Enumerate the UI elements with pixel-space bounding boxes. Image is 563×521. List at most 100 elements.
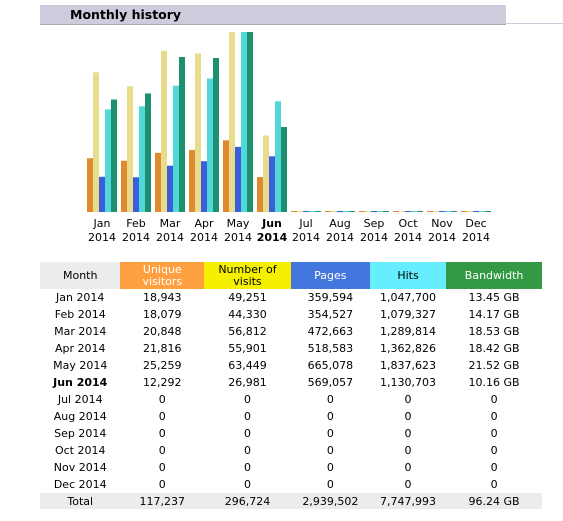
table-cell: 0 <box>404 444 412 457</box>
bar <box>155 152 161 212</box>
table-row: Jun 2014 12,292 26,981 569,057 1,130,703 10.1… <box>40 374 542 391</box>
bar <box>359 211 365 212</box>
column-header: Unique visitors <box>120 262 205 289</box>
table-cell: Apr 2014 <box>54 342 106 355</box>
table-cell: 354,527 <box>307 308 354 321</box>
table-cell: 0 <box>404 478 412 491</box>
x-tick-year: 2014 <box>224 231 252 244</box>
bar <box>331 211 337 212</box>
table-cell: Oct 2014 <box>54 444 106 457</box>
table-cell: 0 <box>158 461 166 474</box>
bar <box>269 156 275 212</box>
x-tick-year: 2014 <box>257 231 288 244</box>
table-row: Jul 2014 0 0 0 0 0 <box>40 391 542 408</box>
table-cell: 0 <box>404 410 412 423</box>
table-cell: 18,943 <box>143 291 182 304</box>
bar <box>371 211 377 212</box>
table-cell: 518,583 <box>307 342 354 355</box>
x-tick-year: 2014 <box>292 231 320 244</box>
table-cell: 1,079,327 <box>380 308 437 321</box>
table-cell: 0 <box>490 444 498 457</box>
bar <box>303 211 309 212</box>
x-tick-label: Feb <box>126 217 145 230</box>
table-cell: 359,594 <box>307 291 354 304</box>
total-row: Total 117,237 296,724 2,939,502 7,747,993 96.… <box>40 493 542 509</box>
table-cell: 44,330 <box>228 308 267 321</box>
table-cell: 0 <box>326 478 334 491</box>
x-tick-label: Sep <box>364 217 385 230</box>
table-cell: Jul 2014 <box>57 393 103 406</box>
table-cell: 0 <box>243 427 251 440</box>
table-cell: Nov 2014 <box>53 461 107 474</box>
bar <box>229 32 235 212</box>
table-cell: 0 <box>326 393 334 406</box>
bar <box>297 211 303 212</box>
x-tick-year: 2014 <box>326 231 354 244</box>
table-cell: 0 <box>490 427 498 440</box>
table-row: Jan 2014 18,943 49,251 359,594 1,047,700 13.4… <box>40 289 542 306</box>
header-rule <box>506 23 563 24</box>
bar <box>467 211 473 212</box>
table-cell: 0 <box>490 410 498 423</box>
table-row: May 2014 25,259 63,449 665,078 1,837,623 21.5… <box>40 357 542 374</box>
bar <box>105 109 111 212</box>
table-cell: 20,848 <box>143 325 182 338</box>
table-cell: 21,816 <box>143 342 182 355</box>
bar <box>161 50 167 212</box>
bar <box>377 211 383 212</box>
table-cell: 55,901 <box>228 342 267 355</box>
table-cell: 0 <box>158 444 166 457</box>
x-tick-year: 2014 <box>190 231 218 244</box>
x-tick-label: Jun <box>261 217 282 230</box>
table-cell: 21.52 GB <box>468 359 520 372</box>
bar <box>121 160 127 212</box>
bar <box>275 101 281 212</box>
section-header: Monthly history <box>40 5 506 25</box>
table-cell: Dec 2014 <box>53 478 107 491</box>
table-cell: 13.45 GB <box>468 291 520 304</box>
bar <box>167 165 173 212</box>
table-cell: 0 <box>243 410 251 423</box>
bar <box>399 211 405 212</box>
table-cell: 0 <box>326 461 334 474</box>
table-cell: May 2014 <box>53 359 108 372</box>
table-cell: Feb 2014 <box>54 308 106 321</box>
x-tick-label: Aug <box>329 217 350 230</box>
table-row: Aug 2014 0 0 0 0 0 <box>40 408 542 425</box>
table-cell: 1,837,623 <box>380 359 437 372</box>
table-cell: 18.42 GB <box>468 342 520 355</box>
table-cell: 0 <box>158 427 166 440</box>
bar <box>241 32 247 212</box>
total-cell: 7,747,993 <box>369 493 447 509</box>
table-cell: 18.53 GB <box>468 325 520 338</box>
table-cell: 0 <box>326 410 334 423</box>
x-tick-label: Nov <box>431 217 453 230</box>
table-row: Nov 2014 0 0 0 0 0 <box>40 459 542 476</box>
table-cell: 12,292 <box>143 376 182 389</box>
x-tick-label: Apr <box>194 217 214 230</box>
bar <box>93 72 99 212</box>
table-cell: 0 <box>158 393 166 406</box>
table-cell: 10.16 GB <box>468 376 520 389</box>
bar <box>213 57 219 212</box>
table-cell: Jan 2014 <box>55 291 105 304</box>
table-cell: 0 <box>243 393 251 406</box>
x-tick-year: 2014 <box>156 231 184 244</box>
x-tick-year: 2014 <box>462 231 490 244</box>
table-row: Mar 2014 20,848 56,812 472,663 1,289,814 18.5… <box>40 323 542 340</box>
table-cell: 0 <box>326 427 334 440</box>
table-cell: 0 <box>404 427 412 440</box>
table-row: Dec 2014 0 0 0 0 0 <box>40 476 542 493</box>
x-tick-label: Mar <box>160 217 181 230</box>
bar <box>139 106 145 212</box>
column-header: Month <box>40 262 121 289</box>
total-cell: 296,724 <box>204 493 291 509</box>
bar <box>343 211 349 212</box>
table-cell: 1,289,814 <box>380 325 437 338</box>
bar <box>179 57 185 212</box>
bar <box>325 211 331 212</box>
table-cell: 0 <box>243 478 251 491</box>
column-header: Pages <box>290 262 370 289</box>
x-tick-year: 2014 <box>122 231 150 244</box>
